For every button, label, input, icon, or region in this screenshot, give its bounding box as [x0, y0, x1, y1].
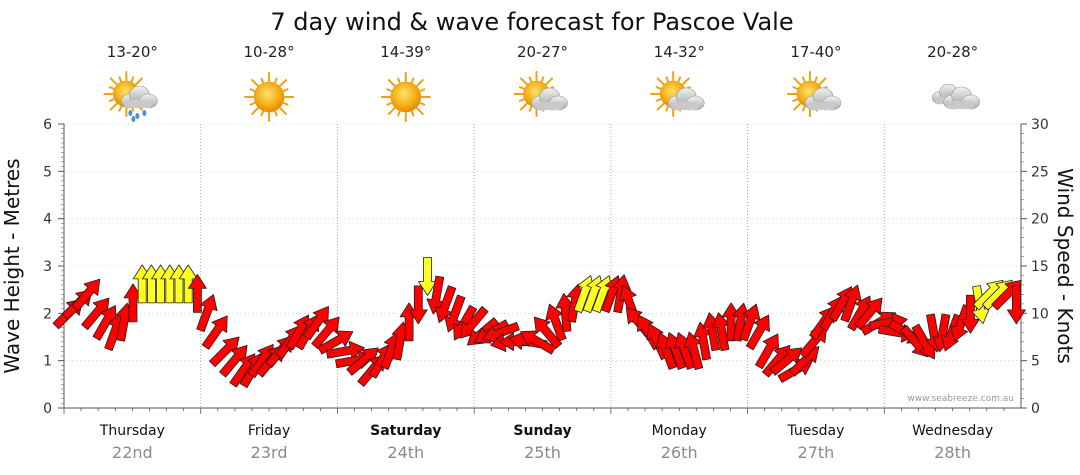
x-tick-date-label: 24th	[387, 443, 424, 462]
right-tick-label: 10	[1031, 306, 1049, 322]
y-axis-left-label: Wave Height - Metres	[0, 158, 24, 373]
x-tick-date-label: 26th	[661, 443, 698, 462]
temperature-range: 13-20°	[107, 43, 158, 61]
wind-arrow	[71, 278, 101, 312]
y-axis-right-label: Wind Speed - Knots	[1053, 168, 1077, 364]
left-tick-label: 0	[43, 401, 52, 417]
wind-arrow	[1007, 285, 1026, 325]
right-tick-label: 5	[1031, 354, 1040, 370]
left-tick-label: 2	[43, 306, 52, 322]
x-tick-day-label: Thursday	[99, 423, 165, 439]
temperature-range: 10-28°	[244, 43, 295, 61]
right-tick-label: 15	[1031, 259, 1049, 275]
sun-cloud-icon	[513, 71, 568, 117]
sun-icon	[380, 72, 431, 122]
cloud-icon	[932, 83, 980, 110]
wind-arrow	[317, 330, 354, 355]
left-tick-label: 6	[43, 117, 52, 133]
sun-cloud-icon	[786, 71, 842, 117]
x-tick-day-label: Saturday	[370, 423, 441, 439]
left-axis-ticks: 0 1 2 3 4 5 6	[43, 117, 64, 417]
left-tick-label: 1	[43, 354, 52, 370]
left-tick-label: 5	[43, 164, 52, 180]
wind-arrow	[854, 297, 883, 331]
sun-cloud-rain-icon	[103, 71, 158, 122]
right-tick-label: 0	[1031, 401, 1040, 417]
x-tick-date-label: 27th	[798, 443, 835, 462]
x-tick-date-label: 23rd	[251, 443, 288, 462]
right-tick-label: 30	[1031, 117, 1049, 133]
sun-icon	[244, 72, 295, 122]
x-tick-date-label: 25th	[524, 443, 561, 462]
temperature-range: 17-40°	[790, 43, 841, 61]
plot-area	[64, 124, 1021, 408]
x-tick-date-label: 22nd	[112, 443, 153, 462]
grid-lines	[64, 123, 1021, 408]
x-tick-day-label: Tuesday	[786, 423, 844, 439]
x-tick-day-label: Sunday	[513, 423, 571, 439]
x-tick-day-label: Friday	[248, 423, 290, 439]
x-tick-day-label: Monday	[652, 423, 707, 439]
temperature-range: 20-27°	[517, 43, 568, 61]
wind-arrow	[408, 285, 428, 325]
wind-arrow	[533, 316, 563, 350]
wind-arrow	[187, 273, 207, 313]
wind-arrow	[311, 316, 340, 350]
credit-text: www.seabreeze.com.au	[907, 394, 1014, 404]
temperature-range: 14-32°	[654, 43, 705, 61]
wind-arrows	[52, 257, 1026, 389]
right-tick-label: 25	[1031, 164, 1049, 180]
x-tick-date-label: 28th	[934, 443, 971, 462]
right-tick-label: 20	[1031, 212, 1049, 228]
day-forecast-row: 13-20° 10-28° 14-39° 20-27° 14-32° 17-40° 20-2…	[103, 43, 980, 122]
chart-title: 7 day wind & wave forecast for Pascoe Va…	[270, 8, 793, 36]
wind-arrow	[201, 315, 228, 350]
right-axis-ticks: 0 5 10 15 20 25 30	[1021, 117, 1049, 417]
x-axis-day-labels: Thursday 22nd Friday 23rd Saturday 24th Sunday…	[63, 408, 1005, 462]
x-tick-day-label: Wednesday	[912, 423, 993, 439]
left-tick-label: 4	[43, 212, 52, 228]
temperature-range: 20-28°	[927, 43, 978, 61]
left-tick-label: 3	[43, 259, 52, 275]
sun-cloud-icon	[650, 71, 705, 117]
wind-arrow	[745, 314, 770, 351]
temperature-range: 14-39°	[380, 43, 431, 61]
wind-arrow	[196, 294, 218, 332]
